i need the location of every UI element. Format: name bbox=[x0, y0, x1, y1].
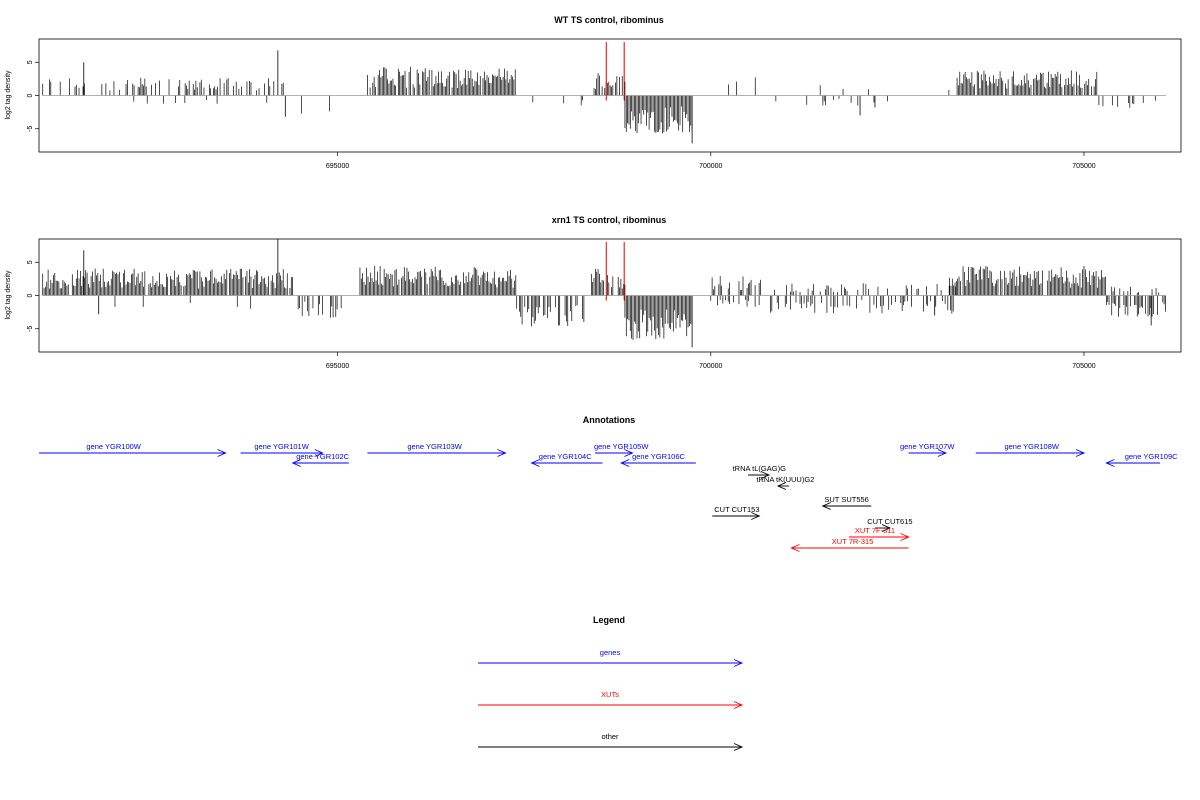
feature-arrow-head bbox=[1075, 449, 1086, 457]
annotation-feature: gene YGR105W bbox=[594, 442, 649, 457]
feature-label: tRNA tL(GAG)G bbox=[733, 464, 787, 473]
x-tick-label: 700000 bbox=[699, 363, 722, 370]
feature-label: gene YGR105W bbox=[594, 442, 649, 451]
panel-xrn1-title: xrn1 TS control, ribominus bbox=[552, 215, 667, 225]
feature-label: gene YGR104C bbox=[539, 452, 592, 461]
panel-xrn1-ylabel: log2 tag density bbox=[5, 270, 12, 320]
feature-arrow-head bbox=[760, 471, 771, 479]
feature-arrow-head bbox=[291, 459, 301, 467]
feature-arrow-head bbox=[620, 459, 630, 467]
legend-item-xut: XUTs bbox=[478, 690, 744, 709]
annotation-feature: XUT 7F-311 bbox=[848, 526, 910, 541]
feature-arrow-head bbox=[624, 449, 634, 457]
annotation-feature: CUT CUT153 bbox=[712, 505, 761, 520]
y-tick-label: 0 bbox=[27, 93, 34, 97]
feature-arrow-head bbox=[937, 449, 948, 457]
y-tick-label: 5 bbox=[27, 60, 34, 64]
feature-label: XUT 7F-311 bbox=[855, 526, 895, 535]
feature-arrow-head bbox=[733, 743, 744, 751]
feature-label: gene YGR108W bbox=[1004, 442, 1059, 451]
feature-label: tRNA tK(UUU)G2 bbox=[756, 475, 814, 484]
panel-wt-ylabel: log2 tag density bbox=[5, 70, 12, 120]
legend-item-label: genes bbox=[600, 648, 621, 657]
legend-item-label: other bbox=[601, 732, 619, 741]
panel-xrn1-marker-lines bbox=[605, 242, 625, 301]
panel-xrn1-bars bbox=[42, 239, 1166, 348]
x-tick-label: 705000 bbox=[1072, 363, 1095, 370]
feature-arrow-head bbox=[881, 524, 892, 532]
annotation-feature: gene YGR106C bbox=[620, 452, 696, 467]
x-tick-label: 705000 bbox=[1072, 163, 1095, 170]
annotation-feature: gene YGR104C bbox=[530, 452, 603, 467]
feature-arrow-head bbox=[733, 659, 744, 667]
panel-xrn1-frame bbox=[38, 238, 1182, 353]
feature-label: gene YGR106C bbox=[632, 452, 685, 461]
legend: Legend genes XUTs other bbox=[478, 615, 744, 751]
legend-item-label: XUTs bbox=[601, 690, 619, 699]
y-tick-label: 5 bbox=[27, 260, 34, 264]
annotations-title: Annotations bbox=[583, 415, 636, 425]
panel-wt-bars bbox=[42, 50, 1156, 144]
y-tick-label: -5 bbox=[27, 126, 34, 132]
feature-label: gene YGR102C bbox=[296, 452, 349, 461]
annotation-feature: gene YGR107W bbox=[900, 442, 955, 457]
annotation-feature: gene YGR102C bbox=[291, 452, 350, 467]
annotation-feature: gene YGR103W bbox=[367, 442, 507, 457]
feature-label: CUT CUT615 bbox=[867, 517, 912, 526]
feature-label: gene YGR109C bbox=[1125, 452, 1178, 461]
annotation-feature: gene YGR108W bbox=[975, 442, 1086, 457]
x-tick-label: 695000 bbox=[326, 363, 349, 370]
annotation-feature: CUT CUT615 bbox=[867, 517, 913, 532]
feature-arrow-head bbox=[530, 459, 540, 467]
y-tick-label: -5 bbox=[27, 326, 34, 332]
feature-arrow-head bbox=[733, 701, 744, 709]
panel-wt-x-axis: 695000 700000 705000 bbox=[326, 152, 1096, 170]
x-tick-label: 695000 bbox=[326, 163, 349, 170]
annotations-track: Annotations gene YGR100W gene YGR101Wgene… bbox=[39, 415, 1178, 552]
annotation-feature: SUT SUT556 bbox=[821, 495, 872, 510]
feature-label: CUT CUT153 bbox=[714, 505, 759, 514]
feature-arrow-head bbox=[900, 533, 910, 541]
feature-label: gene YGR101W bbox=[254, 442, 309, 451]
annotation-feature: tRNA tK(UUU)G2 bbox=[756, 475, 814, 490]
y-tick-label: 0 bbox=[27, 293, 34, 297]
feature-label: gene YGR107W bbox=[900, 442, 955, 451]
legend-item-other: other bbox=[478, 732, 744, 751]
feature-arrow-head bbox=[751, 512, 761, 520]
feature-label: gene YGR103W bbox=[407, 442, 462, 451]
panel-wt-marker-lines bbox=[605, 42, 625, 101]
feature-arrow-head bbox=[217, 449, 227, 457]
annotation-feature: gene YGR109C bbox=[1105, 452, 1178, 467]
feature-label: gene YGR100W bbox=[86, 442, 141, 451]
panel-wt-y-axis: -5 0 5 bbox=[27, 60, 39, 132]
feature-arrow-head bbox=[776, 482, 787, 490]
feature-arrow-head bbox=[790, 544, 800, 552]
feature-arrow-head bbox=[497, 449, 507, 457]
annotation-feature: XUT 7R-315 bbox=[790, 537, 909, 552]
feature-arrow-head bbox=[821, 502, 831, 510]
annotation-feature: gene YGR100W bbox=[39, 442, 227, 457]
legend-title: Legend bbox=[593, 615, 625, 625]
feature-label: SUT SUT556 bbox=[824, 495, 868, 504]
panel-wt: WT TS control, ribominus log2 tag densit… bbox=[5, 15, 1182, 170]
panel-xrn1: xrn1 TS control, ribominus log2 tag dens… bbox=[5, 215, 1182, 370]
legend-items: genes XUTs other bbox=[478, 648, 744, 751]
annotation-feature: gene YGR101W bbox=[240, 442, 324, 457]
feature-arrow-head bbox=[1105, 459, 1115, 467]
feature-label: XUT 7R-315 bbox=[832, 537, 874, 546]
feature-arrow-head bbox=[314, 449, 324, 457]
panel-wt-frame bbox=[38, 38, 1182, 153]
legend-item-gene: genes bbox=[478, 648, 744, 667]
panel-wt-title: WT TS control, ribominus bbox=[554, 15, 664, 25]
annotation-feature: tRNA tL(GAG)G bbox=[733, 464, 787, 479]
panel-xrn1-x-axis: 695000 700000 705000 bbox=[326, 352, 1096, 370]
panel-xrn1-y-axis: -5 0 5 bbox=[27, 260, 39, 332]
x-tick-label: 700000 bbox=[699, 163, 722, 170]
